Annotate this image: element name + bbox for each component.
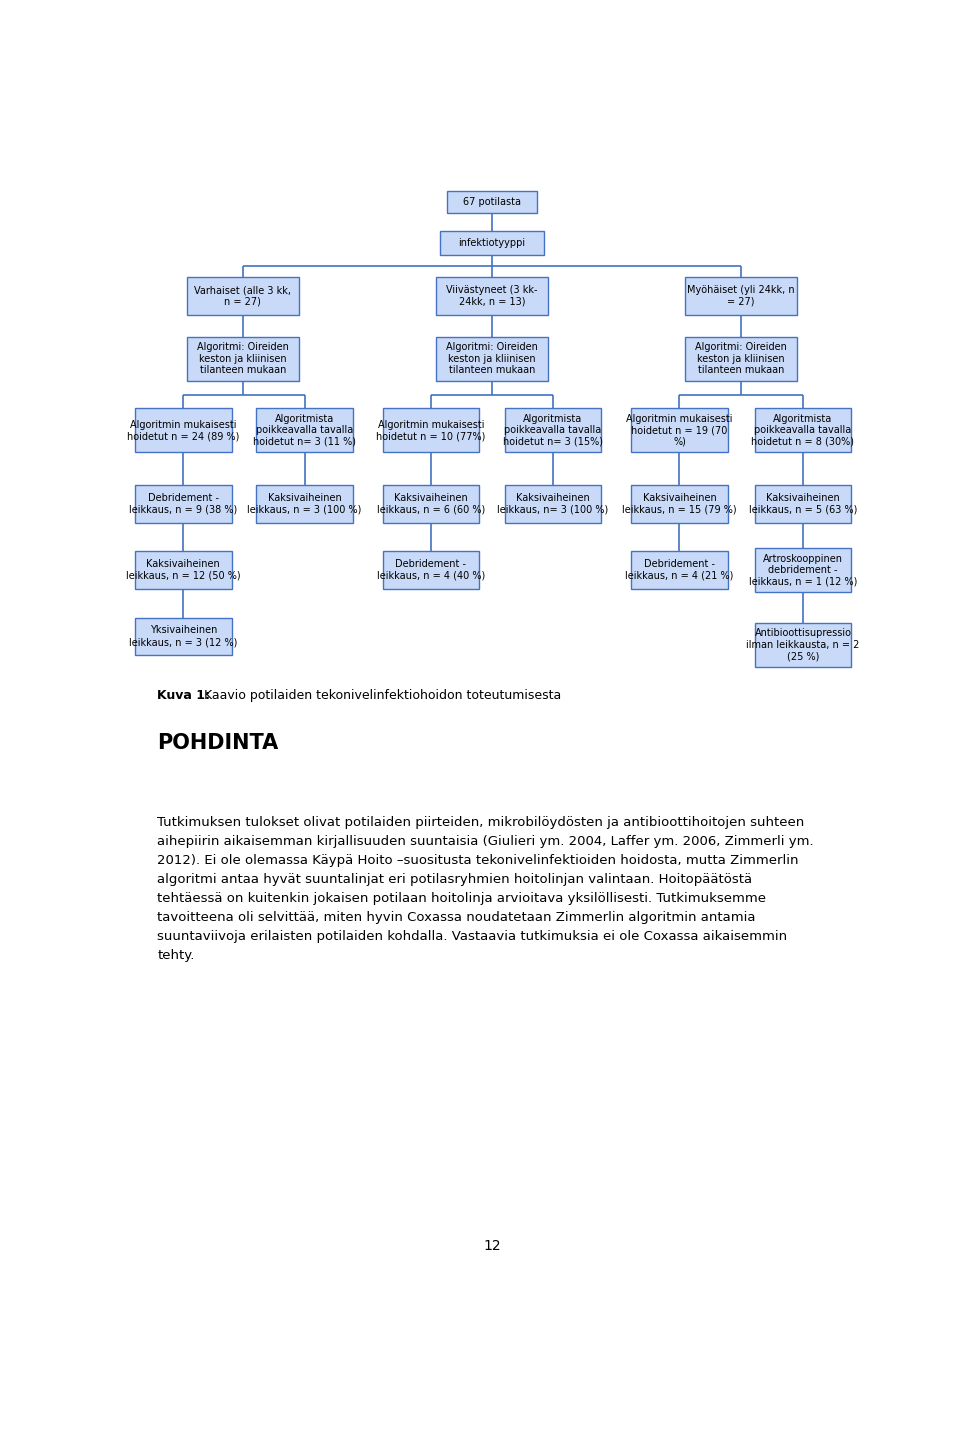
FancyBboxPatch shape bbox=[134, 485, 231, 523]
FancyBboxPatch shape bbox=[134, 618, 231, 655]
Text: Algoritmi: Oireiden
keston ja kliinisen
tilanteen mukaan: Algoritmi: Oireiden keston ja kliinisen … bbox=[197, 342, 289, 376]
FancyBboxPatch shape bbox=[383, 409, 479, 452]
Text: Algoritmista
poikkeavalla tavalla
hoidetut n= 3 (11 %): Algoritmista poikkeavalla tavalla hoidet… bbox=[253, 413, 356, 448]
FancyBboxPatch shape bbox=[755, 623, 852, 666]
Text: Algoritmin mukaisesti
hoidetut n = 19 (70
%): Algoritmin mukaisesti hoidetut n = 19 (7… bbox=[626, 413, 732, 448]
Text: Myöhäiset (yli 24kk, n
= 27): Myöhäiset (yli 24kk, n = 27) bbox=[687, 285, 795, 307]
Text: 67 potilasta: 67 potilasta bbox=[463, 197, 521, 207]
FancyBboxPatch shape bbox=[505, 409, 601, 452]
FancyBboxPatch shape bbox=[755, 485, 852, 523]
FancyBboxPatch shape bbox=[440, 232, 544, 256]
FancyBboxPatch shape bbox=[685, 277, 797, 315]
Text: Antibioottisupressio
ilman leikkausta, n = 2
(25 %): Antibioottisupressio ilman leikkausta, n… bbox=[746, 628, 859, 662]
FancyBboxPatch shape bbox=[383, 485, 479, 523]
Text: Kaksivaiheinen
leikkaus, n = 3 (100 %): Kaksivaiheinen leikkaus, n = 3 (100 %) bbox=[248, 493, 362, 515]
Text: Algoritmin mukaisesti
hoidetut n = 10 (77%): Algoritmin mukaisesti hoidetut n = 10 (7… bbox=[376, 419, 486, 442]
FancyBboxPatch shape bbox=[755, 548, 852, 592]
Text: Kaksivaiheinen
leikkaus, n= 3 (100 %): Kaksivaiheinen leikkaus, n= 3 (100 %) bbox=[497, 493, 609, 515]
FancyBboxPatch shape bbox=[256, 409, 353, 452]
FancyBboxPatch shape bbox=[436, 336, 548, 380]
Text: Yksivaiheinen
leikkaus, n = 3 (12 %): Yksivaiheinen leikkaus, n = 3 (12 %) bbox=[129, 625, 237, 646]
FancyBboxPatch shape bbox=[755, 409, 852, 452]
FancyBboxPatch shape bbox=[685, 336, 797, 380]
Text: Kuva 1:: Kuva 1: bbox=[157, 689, 210, 702]
Text: Algoritmin mukaisesti
hoidetut n = 24 (89 %): Algoritmin mukaisesti hoidetut n = 24 (8… bbox=[127, 419, 239, 442]
FancyBboxPatch shape bbox=[134, 409, 231, 452]
FancyBboxPatch shape bbox=[383, 552, 479, 589]
Text: Artroskooppinen
debridement -
leikkaus, n = 1 (12 %): Artroskooppinen debridement - leikkaus, … bbox=[749, 553, 857, 586]
FancyBboxPatch shape bbox=[187, 277, 299, 315]
FancyBboxPatch shape bbox=[134, 552, 231, 589]
Text: Kaksivaiheinen
leikkaus, n = 6 (60 %): Kaksivaiheinen leikkaus, n = 6 (60 %) bbox=[377, 493, 485, 515]
FancyBboxPatch shape bbox=[447, 192, 537, 213]
FancyBboxPatch shape bbox=[631, 552, 728, 589]
Text: Debridement -
leikkaus, n = 9 (38 %): Debridement - leikkaus, n = 9 (38 %) bbox=[129, 493, 237, 515]
Text: 12: 12 bbox=[483, 1238, 501, 1253]
FancyBboxPatch shape bbox=[256, 485, 353, 523]
FancyBboxPatch shape bbox=[436, 277, 548, 315]
Text: Debridement -
leikkaus, n = 4 (21 %): Debridement - leikkaus, n = 4 (21 %) bbox=[625, 559, 733, 581]
Text: POHDINTA: POHDINTA bbox=[157, 734, 278, 754]
FancyBboxPatch shape bbox=[631, 409, 728, 452]
Text: Algoritmi: Oireiden
keston ja kliinisen
tilanteen mukaan: Algoritmi: Oireiden keston ja kliinisen … bbox=[695, 342, 787, 376]
Text: Tutkimuksen tulokset olivat potilaiden piirteiden, mikrobilöydösten ja antibioot: Tutkimuksen tulokset olivat potilaiden p… bbox=[157, 815, 814, 962]
FancyBboxPatch shape bbox=[187, 336, 299, 380]
Text: Viivästyneet (3 kk-
24kk, n = 13): Viivästyneet (3 kk- 24kk, n = 13) bbox=[446, 285, 538, 307]
Text: Kaavio potilaiden tekonivelinfektiohoidon toteutumisesta: Kaavio potilaiden tekonivelinfektiohoido… bbox=[201, 689, 562, 702]
Text: infektiotyyppi: infektiotyyppi bbox=[459, 239, 525, 249]
Text: Kaksivaiheinen
leikkaus, n = 5 (63 %): Kaksivaiheinen leikkaus, n = 5 (63 %) bbox=[749, 493, 857, 515]
Text: Algoritmista
poikkeavalla tavalla
hoidetut n = 8 (30%): Algoritmista poikkeavalla tavalla hoidet… bbox=[752, 413, 854, 448]
Text: Algoritmista
poikkeavalla tavalla
hoidetut n= 3 (15%): Algoritmista poikkeavalla tavalla hoidet… bbox=[503, 413, 603, 448]
Text: Algoritmi: Oireiden
keston ja kliinisen
tilanteen mukaan: Algoritmi: Oireiden keston ja kliinisen … bbox=[446, 342, 538, 376]
Text: Debridement -
leikkaus, n = 4 (40 %): Debridement - leikkaus, n = 4 (40 %) bbox=[377, 559, 485, 581]
FancyBboxPatch shape bbox=[631, 485, 728, 523]
Text: Kaksivaiheinen
leikkaus, n = 15 (79 %): Kaksivaiheinen leikkaus, n = 15 (79 %) bbox=[622, 493, 737, 515]
Text: Kaksivaiheinen
leikkaus, n = 12 (50 %): Kaksivaiheinen leikkaus, n = 12 (50 %) bbox=[126, 559, 241, 581]
FancyBboxPatch shape bbox=[505, 485, 601, 523]
Text: Varhaiset (alle 3 kk,
n = 27): Varhaiset (alle 3 kk, n = 27) bbox=[194, 285, 291, 307]
